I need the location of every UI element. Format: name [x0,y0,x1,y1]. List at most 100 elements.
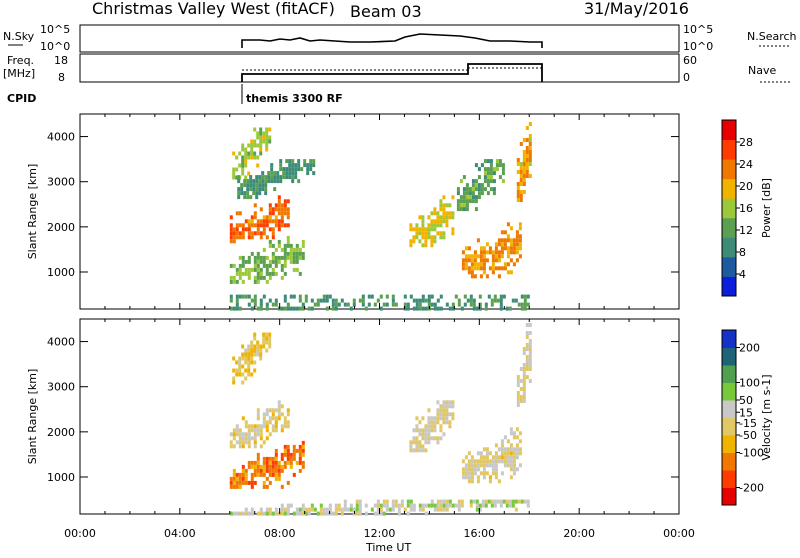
echo-cell [268,215,272,220]
echo-cell [489,179,493,184]
echo-cell [514,507,518,512]
echo-cell [256,271,260,276]
echo-cell [379,503,383,508]
echo-cell [256,416,260,421]
echo-cell [268,468,272,473]
echo-cell [499,503,503,508]
echo-cell [494,266,498,271]
echo-cell [476,475,480,480]
echo-cell [509,238,513,243]
echo-cell [253,436,257,441]
echo-cell [273,179,277,184]
echo-cell [250,147,254,152]
echo-cell [433,428,437,433]
echo-cell [520,499,524,504]
y-axis-label: Slant Range [km] [26,369,39,465]
echo-cell [439,219,443,224]
echo-cell [229,275,233,280]
echo-cell [262,468,266,473]
echo-cell [244,476,248,481]
echo-cell [235,155,239,160]
echo-cell [306,171,310,176]
echo-cell [528,363,532,367]
echo-cell [274,420,278,425]
echo-cell [427,440,431,445]
echo-cell [274,259,278,264]
echo-cell [294,163,298,168]
echo-cell [283,247,287,252]
echo-cell [244,271,248,276]
echo-cell [442,404,446,409]
echo-cell [253,127,257,132]
echo-region [516,122,532,202]
echo-cell [427,302,431,307]
echo-cell [238,432,242,437]
x-tick-label: 00:00 [663,527,695,540]
echo-cell [268,511,272,516]
echo-cell [528,347,532,351]
echo-cell [232,263,236,268]
echo-cell [502,294,506,299]
echo-cell [312,159,316,164]
freq-tick-bottom: 8 [58,71,65,84]
y-tick-label: 2000 [47,221,75,234]
echo-cell [448,420,452,425]
echo-cell [259,275,263,280]
echo-cell [237,179,241,184]
echo-cell [479,266,483,271]
echo-cell [250,352,254,357]
echo-cell [280,267,284,272]
echo-cell [461,266,465,271]
echo-cell [482,455,486,460]
echo-cell [277,223,281,228]
echo-cell [522,391,526,395]
echo-cell [409,503,413,508]
echo-cell [491,455,495,460]
echo-cell [244,151,248,156]
echo-cell [250,151,254,156]
echo-cell [259,436,263,441]
echo-cell [237,187,241,192]
echo-cell [256,340,260,345]
echo-cell [241,155,245,160]
echo-cell [522,371,526,375]
echo-cell [485,459,489,464]
echo-cell [274,263,278,268]
colorbar-swatch [722,487,736,506]
echo-cell [247,151,251,156]
echo-cell [256,279,260,284]
echo-cell [522,367,526,371]
echo-cell [433,436,437,441]
echo-cell [456,207,460,212]
echo-cell [406,499,410,504]
echo-cell [235,368,239,373]
echo-cell [490,499,494,504]
echo-cell [256,267,260,272]
echo-cell [418,420,422,425]
echo-cell [485,463,489,468]
echo-cell [289,255,293,260]
echo-cell [250,464,254,469]
echo-cell [427,235,431,240]
echo-cell [271,472,275,477]
echo-cell [274,255,278,260]
colorbar-swatch [722,178,736,199]
echo-cell [421,503,425,508]
echo-cell [265,271,269,276]
echo-cell [479,254,483,259]
echo-cell [518,242,522,247]
echo-cell [235,432,239,437]
echo-cell [523,294,527,299]
echo-cell [244,163,248,168]
echo-cell [286,452,290,457]
echo-cell [262,460,266,465]
echo-cell [484,499,488,504]
echo-cell [518,226,522,231]
echo-cell [430,243,434,248]
echo-cell [500,246,504,251]
echo-cell [500,238,504,243]
echo-cell [241,271,245,276]
echo-cell [298,456,302,461]
echo-cell [500,471,504,476]
